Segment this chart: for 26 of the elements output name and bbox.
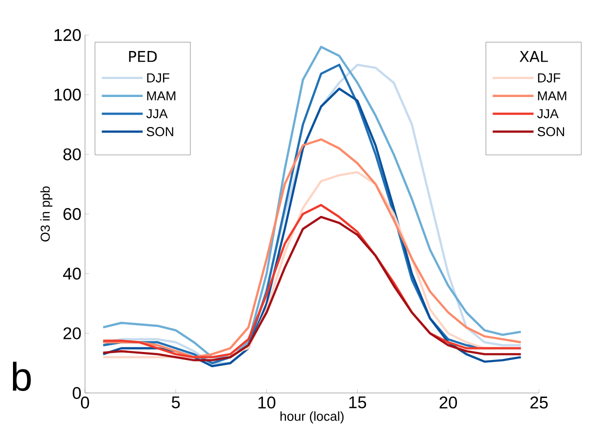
x-tick-label: 25 [530,396,548,409]
y-tick-label: 80 [63,148,81,160]
x-tick-label: 5 [172,396,180,408]
annotation: PED [129,51,157,62]
x-tick-label: 0 [80,396,90,409]
legend-label: JJA [537,109,559,118]
legend-label: MAM [538,91,566,100]
x-tick-label: 20 [440,396,457,409]
legend-label: JJA [146,109,168,118]
legend-label: MAM [147,91,176,100]
y-tick-label: 0 [72,386,81,399]
legend-label: SON [538,127,564,136]
y-axis-title: O3 in ppb [40,186,52,242]
y-tick-label: 40 [63,268,81,280]
y-tick-label: 20 [64,327,81,340]
y-tick-label: 60 [64,208,81,220]
y-tick-label: 120 [54,28,81,41]
y-tick-label: 100 [54,88,81,101]
annotation: XAL [520,51,548,62]
text: b [12,362,31,391]
x-axis-title: hour (local) [280,411,344,424]
legend-label: SON [146,127,174,136]
x-tick-label: 10 [258,396,276,409]
legend-label: DJF [147,73,170,82]
legend-label: DJF [538,73,560,82]
x-tick-label: 15 [349,396,366,408]
